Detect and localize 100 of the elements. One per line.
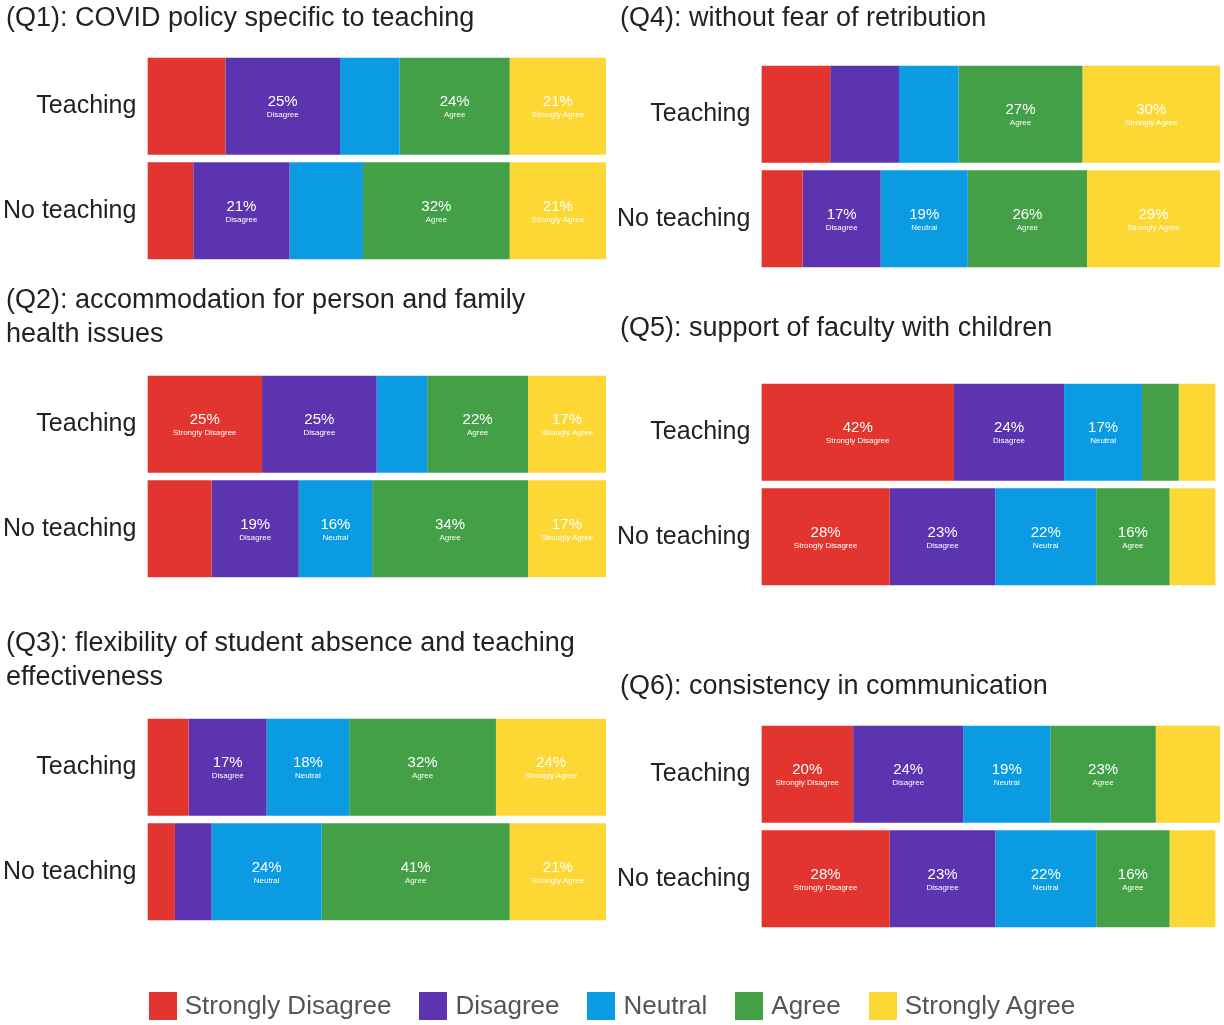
data-label: 24%	[893, 760, 924, 778]
bar	[225, 57, 341, 155]
data-label: 24%	[994, 418, 1025, 436]
bar	[1096, 488, 1170, 586]
y-tick-label: Teaching	[36, 90, 137, 119]
data-label: 27%	[1005, 100, 1036, 118]
data-label: 19%	[909, 204, 940, 222]
text: Neutral	[1032, 540, 1059, 550]
bar	[298, 480, 373, 578]
series-label: Disagree	[993, 436, 1026, 446]
chart-title: (Q4): without fear of retribution	[619, 1, 988, 34]
series-label: Disagree	[892, 778, 925, 788]
bar	[802, 170, 881, 268]
data-label: 20%	[792, 760, 823, 778]
series-label: Strongly Disagree	[793, 540, 858, 550]
series-label: Neutral	[911, 222, 938, 232]
bar	[174, 823, 212, 921]
bar	[528, 480, 606, 578]
bar	[349, 718, 496, 816]
series-label: Disagree	[239, 532, 272, 542]
data-label: 24%	[251, 857, 282, 875]
data-label: 28%	[810, 522, 841, 540]
bar	[147, 162, 194, 260]
data-label: 23%	[1088, 760, 1119, 778]
legend-label: Neutral	[623, 990, 708, 1021]
text: Disagree	[303, 428, 336, 438]
bar	[147, 375, 263, 473]
data-label: 25%	[267, 92, 298, 110]
text: Strongly Disagree	[825, 436, 890, 446]
data-label: 28%	[810, 864, 841, 882]
y-tick-label: No teaching	[2, 512, 137, 541]
bar	[211, 823, 322, 921]
bar	[1096, 830, 1170, 928]
bar	[761, 725, 854, 823]
bar	[399, 57, 510, 155]
bar	[266, 718, 350, 816]
data-label: 17%	[552, 410, 583, 428]
data-label: 23%	[927, 522, 958, 540]
text: Disagree	[225, 214, 258, 224]
text: Disagree	[926, 540, 959, 550]
legend-label: Disagree	[455, 990, 560, 1021]
data-label: 22%	[1030, 864, 1061, 882]
text: Neutral	[253, 875, 280, 885]
bar	[188, 718, 267, 816]
chart-title: (Q6): consistency in communication	[619, 669, 1049, 702]
bar	[995, 830, 1097, 928]
legend-label: Agree	[771, 990, 841, 1021]
data-label: 30%	[1136, 100, 1167, 118]
data-label: 24%	[439, 92, 470, 110]
series-label: Agree	[1122, 882, 1145, 892]
bar	[147, 823, 175, 921]
data-label: 41%	[400, 857, 431, 875]
bar	[340, 57, 400, 155]
chart-title: (Q5): support of faculty with children	[619, 311, 1054, 344]
y-tick-label: No teaching	[2, 855, 137, 884]
y-tick-label: No teaching	[2, 194, 137, 223]
data-label: 34%	[435, 514, 466, 532]
data-label: 16%	[1117, 864, 1148, 882]
bar	[262, 375, 377, 473]
series-label: Neutral	[295, 771, 322, 781]
bar	[1155, 725, 1220, 823]
data-label: 16%	[320, 514, 351, 532]
bar	[372, 480, 529, 578]
data-label: 32%	[421, 196, 452, 214]
y-tick-label: Teaching	[650, 416, 751, 445]
text: Agree	[1009, 118, 1032, 128]
series-label: Disagree	[825, 222, 859, 232]
chart-title: (Q1): COVID policy specific to teaching	[5, 1, 476, 34]
data-label: 21%	[226, 196, 257, 214]
bar	[1082, 65, 1220, 163]
bar	[495, 718, 606, 816]
series-label: Agree	[466, 428, 489, 438]
text: Agree	[439, 532, 461, 542]
text: Agree	[443, 110, 466, 120]
data-label: 19%	[240, 514, 271, 532]
text: Strongly Agree	[531, 214, 585, 224]
bar	[1050, 725, 1156, 823]
text: Agree	[405, 875, 427, 885]
bar	[761, 488, 890, 586]
bar	[147, 480, 212, 578]
data-label: 42%	[842, 418, 873, 436]
bar	[899, 65, 959, 163]
chart-title: (Q2): accommodation for person and family health issues	[5, 283, 527, 350]
y-tick-label: Teaching	[650, 758, 751, 787]
bar	[1169, 488, 1216, 586]
chart-title: (Q3): flexibility of student absence and teaching effectiveness	[5, 626, 576, 693]
y-tick-label: No teaching	[616, 862, 751, 891]
bar	[376, 375, 428, 473]
series-label: Neutral	[993, 778, 1020, 788]
series-label: Agree	[1122, 540, 1145, 550]
bar	[761, 65, 831, 163]
bar	[1142, 383, 1179, 481]
text: Disagree	[926, 882, 959, 892]
data-label: 17%	[552, 514, 583, 532]
text: Strongly Agree	[531, 110, 585, 120]
bar	[193, 162, 290, 260]
y-tick-label: Teaching	[36, 751, 137, 780]
data-label: 25%	[304, 410, 335, 428]
bar	[1178, 383, 1216, 481]
series-label: Neutral	[322, 532, 349, 542]
